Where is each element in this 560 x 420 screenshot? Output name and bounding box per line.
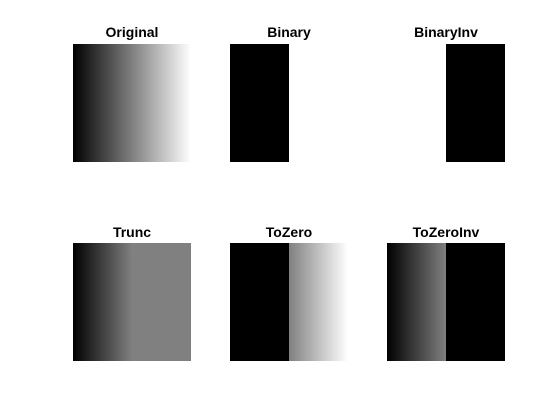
image-original [73,44,191,162]
panel-title-binaryinv: BinaryInv [414,24,478,40]
image-binaryinv [387,44,505,162]
image-trunc [73,243,191,361]
panel-title-trunc: Trunc [112,224,152,240]
image-tozero [230,243,348,361]
panel-title-tozeroinv: ToZeroInv [412,224,480,240]
image-binary [230,44,348,162]
panel-title-original: Original [105,24,159,40]
panel-title-binary: Binary [267,24,311,40]
image-tozeroinv [387,243,505,361]
panel-title-tozero: ToZero [265,224,313,240]
